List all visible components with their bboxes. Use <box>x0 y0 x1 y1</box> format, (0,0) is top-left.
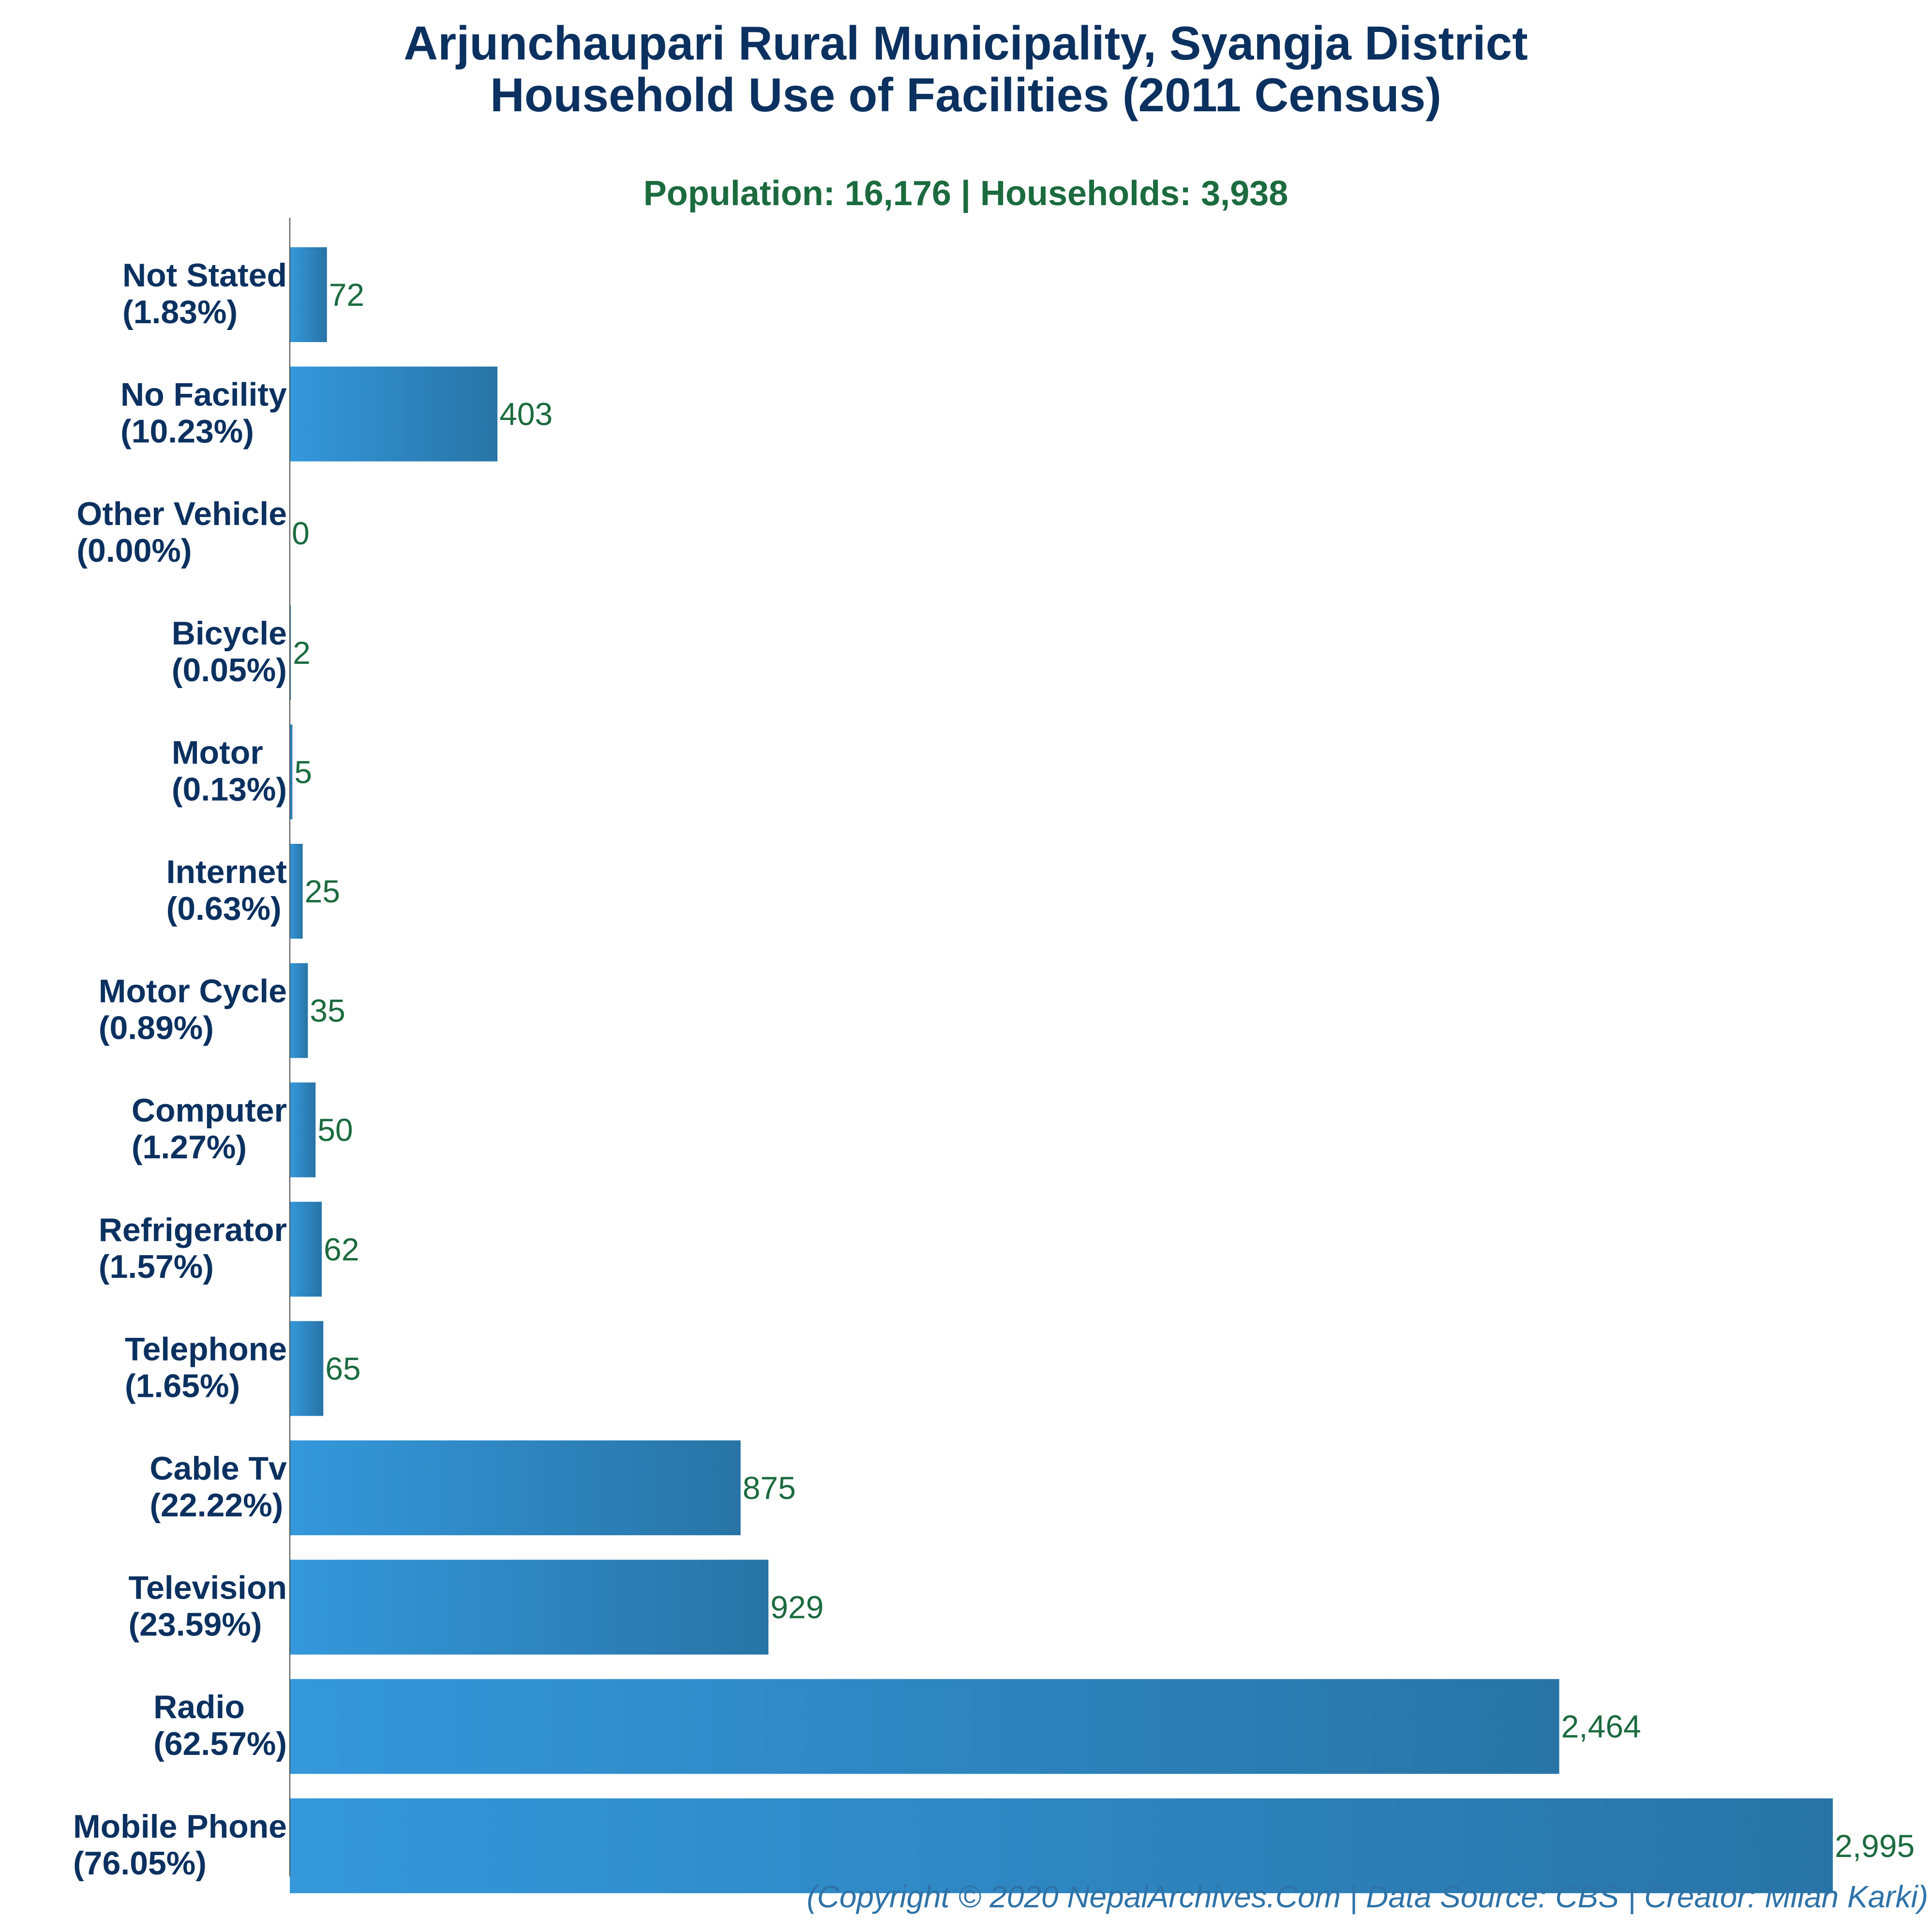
bar-13 <box>290 1798 1833 1893</box>
category-label-10: Cable Tv <box>150 1450 287 1487</box>
bar-11 <box>290 1559 769 1655</box>
bar-5 <box>290 844 303 939</box>
category-label-13: Mobile Phone <box>73 1808 287 1845</box>
value-label-0: 72 <box>329 277 364 313</box>
value-label-13: 2,995 <box>1835 1828 1915 1864</box>
bar-4 <box>290 724 293 820</box>
bar-1 <box>290 366 498 462</box>
category-percent-13: (76.05%) <box>73 1845 207 1882</box>
category-percent-2: (0.00%) <box>76 532 192 569</box>
bar-0 <box>290 247 327 342</box>
category-percent-10: (22.22%) <box>150 1487 283 1524</box>
category-percent-0: (1.83%) <box>122 294 238 330</box>
category-percent-5: (0.63%) <box>166 890 282 927</box>
category-percent-8: (1.57%) <box>99 1248 214 1285</box>
category-percent-9: (1.65%) <box>125 1367 240 1404</box>
category-label-3: Bicycle <box>172 615 287 652</box>
value-label-9: 65 <box>325 1350 360 1386</box>
bar-6 <box>290 963 308 1058</box>
chart-subtitle: Population: 16,176 | Households: 3,938 <box>644 174 1288 213</box>
value-label-3: 2 <box>293 635 311 671</box>
category-percent-1: (10.23%) <box>120 413 254 450</box>
value-label-4: 5 <box>294 754 312 790</box>
category-percent-12: (62.57%) <box>153 1725 287 1762</box>
category-label-5: Internet <box>166 854 287 890</box>
chart-title-line-1: Arjunchaupari Rural Municipality, Syangj… <box>404 16 1528 70</box>
bar-7 <box>290 1082 316 1178</box>
category-label-12: Radio <box>153 1689 245 1725</box>
footer-credit: (Copyright © 2020 NepalArchives.Com | Da… <box>807 1879 1928 1915</box>
value-label-7: 50 <box>317 1112 353 1148</box>
category-label-2: Other Vehicle <box>76 495 287 532</box>
category-label-1: No Facility <box>120 376 287 413</box>
value-label-11: 929 <box>770 1589 824 1625</box>
bar-12 <box>290 1679 1559 1774</box>
value-label-5: 25 <box>305 873 340 909</box>
category-percent-11: (23.59%) <box>129 1606 262 1643</box>
category-label-7: Computer <box>132 1092 287 1129</box>
category-percent-3: (0.05%) <box>172 652 287 689</box>
category-label-11: Television <box>129 1570 287 1606</box>
category-label-0: Not Stated <box>122 257 287 294</box>
category-label-8: Refrigerator <box>99 1212 287 1248</box>
value-label-1: 403 <box>499 396 553 432</box>
value-label-2: 0 <box>292 515 310 551</box>
value-label-10: 875 <box>743 1470 796 1506</box>
category-percent-7: (1.27%) <box>132 1129 247 1166</box>
category-percent-6: (0.89%) <box>99 1010 214 1047</box>
chart-title-line-2: Household Use of Facilities (2011 Census… <box>490 68 1441 121</box>
value-label-8: 62 <box>324 1231 359 1267</box>
category-label-4: Motor <box>172 734 263 771</box>
bar-8 <box>290 1201 322 1297</box>
value-label-12: 2,464 <box>1561 1708 1641 1744</box>
bars-layer: 72 Not Stated(1.83%) 403 No Facility(10.23%… <box>73 247 1915 1893</box>
category-percent-4: (0.13%) <box>172 771 287 808</box>
bar-3 <box>290 605 291 700</box>
bar-9 <box>290 1321 324 1416</box>
bar-10 <box>290 1440 741 1535</box>
value-label-6: 35 <box>310 993 345 1029</box>
category-label-6: Motor Cycle <box>99 973 287 1010</box>
category-label-9: Telephone <box>125 1331 287 1367</box>
